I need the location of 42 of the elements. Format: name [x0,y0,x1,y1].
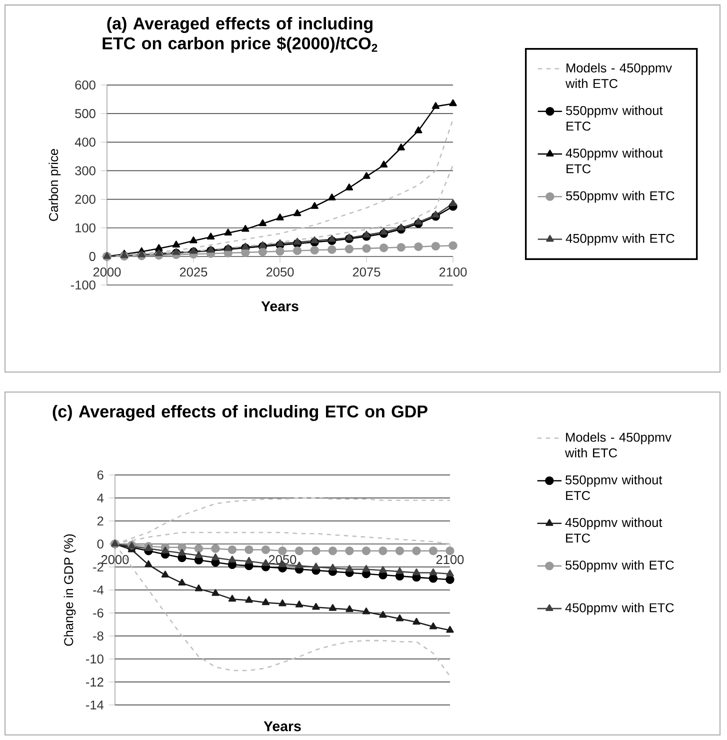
y-tick-label: 200 [75,194,96,204]
y-tick-label: 2 [97,516,104,526]
x-tick-label: 2075 [352,268,380,277]
legend-label: 450ppmv with ETC [565,602,674,615]
x-tick-label: 2050 [266,268,294,277]
x-axis-title: Years [261,301,298,312]
x-axis-title: Years [264,721,301,732]
y-tick-label: 600 [75,80,96,90]
chart-title: (c) Averaged effects of including ETC on GDP [52,405,428,421]
y-tick-label: 6 [97,470,104,480]
chart-title: (a) Averaged effects of including ETC on carbon price $(2000)/tCO$_{2}$ [102,17,378,53]
legend-label: Models - 450ppmv with ETC [566,63,672,88]
y-tick-label: -12 [86,678,104,686]
y-tick-label: -4 [93,586,104,594]
y-tick-label: 100 [76,223,96,232]
y-tick-label: 0 [97,539,104,549]
x-tick-label: 2100 [439,268,467,277]
legend-label: 550ppmv with ETC [566,560,674,572]
y-tick-label: -100 [70,280,96,290]
y-tick-label: -8 [93,631,104,641]
legend-label: 450ppmv with ETC [566,234,674,246]
y-axis-title: Carbon price [48,149,61,221]
y-axis-title: Change in GDP (%) [64,534,76,646]
legend-label: 550ppmv without ETC [566,475,662,500]
x-tick-label: 2050 [268,555,296,564]
legend-label: 550ppmv without ETC [566,106,663,131]
y-tick-label: -10 [86,654,104,664]
legend-label: 450ppmv without ETC [566,148,663,174]
y-tick-label: 400 [74,138,96,147]
legend-label: 550ppmv with ETC [566,190,674,203]
x-tick-label: 2000 [101,555,129,564]
y-tick-label: -6 [93,608,104,618]
x-tick-label: 2025 [180,268,208,277]
legend-label: 450ppmv without ETC [565,518,662,543]
y-tick-label: -14 [86,700,104,710]
x-tick-label: 2000 [93,268,121,277]
y-tick-label: 4 [97,494,104,502]
x-tick-label: 2100 [436,555,464,564]
y-tick-label: 0 [89,252,96,261]
y-tick-label: 500 [75,109,96,118]
y-tick-label: 300 [75,166,96,176]
legend-label: Models - 450ppmv with ETC [564,432,672,458]
